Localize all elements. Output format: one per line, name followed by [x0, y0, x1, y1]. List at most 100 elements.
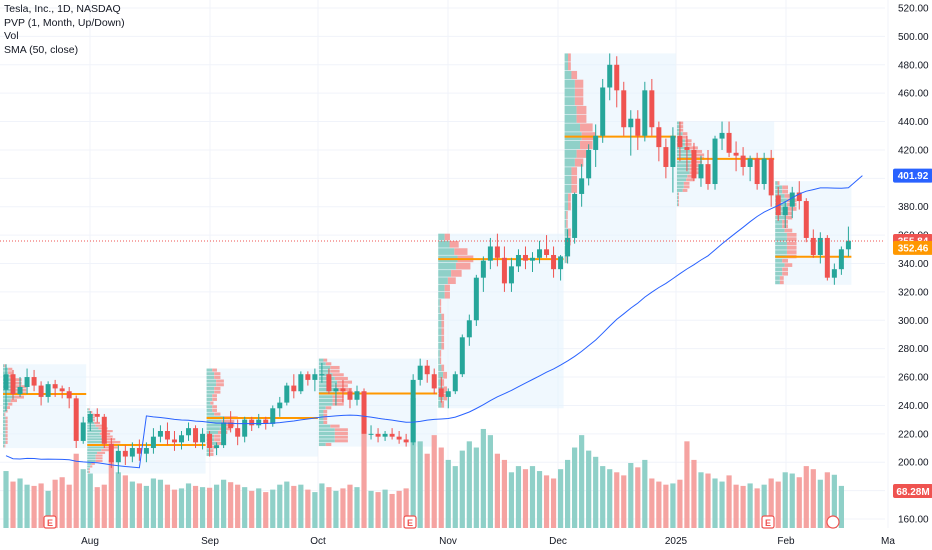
profile-bar-up [775, 189, 783, 194]
profile-bar-up [318, 406, 326, 410]
profile-bar-down [449, 240, 459, 248]
profile-bar-up [87, 446, 105, 449]
profile-bar-down [221, 423, 235, 427]
time-axis[interactable]: Aug Sep Oct Nov Dec 2025 Feb Ma [81, 536, 895, 547]
time-tick-label: Sep [201, 536, 219, 547]
profile-bar-up [206, 390, 215, 394]
profile-bar-down [454, 248, 468, 255]
profile-bar-down [443, 386, 448, 394]
volume-bar [3, 471, 9, 528]
price-tick-label: 460.00 [898, 89, 929, 100]
candle-body [122, 450, 128, 457]
profile-bar-up [775, 245, 787, 250]
volume-bar [691, 459, 697, 528]
volume-bar [115, 472, 121, 528]
price-tick-label: 520.00 [898, 4, 929, 15]
volume-bar [452, 466, 458, 528]
earnings-icon [43, 515, 57, 529]
profile-bar-down [684, 142, 692, 146]
vol-indicator-label[interactable]: Vol [4, 30, 19, 42]
chart-legend: Tesla, Inc., 1D, NASDAQ PVP (1, Month, U… [4, 3, 125, 57]
profile-bar-down [441, 342, 445, 350]
candle-body [551, 254, 557, 270]
candle-body [94, 413, 100, 417]
candle-body [789, 192, 795, 207]
profile-bar-down [441, 320, 445, 328]
price-tick-label: 160.00 [898, 515, 929, 526]
profile-bar-down [574, 88, 584, 97]
symbol-title[interactable]: Tesla, Inc., 1D, NASDAQ [4, 3, 121, 15]
price-tick-label: 300.00 [898, 316, 929, 327]
profile-bar-up [775, 241, 787, 246]
volume-bar [817, 479, 823, 528]
volume-bar [698, 472, 704, 528]
volume-bar [621, 475, 627, 528]
profile-bar-down [210, 449, 214, 453]
candlesticks [3, 53, 851, 474]
profile-bar-down [5, 409, 8, 413]
candle-body [614, 64, 620, 91]
volume-bar [396, 490, 402, 528]
sma-indicator-label[interactable]: SMA (50, close) [4, 43, 79, 56]
profile-bar-up [87, 462, 92, 465]
volume-bar [642, 459, 648, 528]
price-tick-label: 480.00 [898, 60, 929, 71]
profile-bar-down [97, 451, 106, 454]
volume-bar [263, 492, 269, 528]
candle-body [515, 254, 521, 267]
profile-bar-up [87, 449, 102, 452]
volume-bar [733, 484, 739, 528]
profile-bar-down [330, 424, 340, 428]
volume-bar [543, 475, 550, 528]
candle-body [452, 374, 458, 392]
profile-bar-down [568, 53, 571, 62]
candle-body [628, 118, 634, 128]
profile-bar-up [87, 465, 91, 468]
time-tick-label: Nov [439, 536, 457, 547]
profile-bar-down [10, 399, 17, 403]
candle-body [684, 147, 690, 150]
volume-bar [768, 478, 774, 528]
volume-bar [649, 478, 655, 528]
price-axis[interactable]: 160.00180.00200.00220.00240.00260.00280.… [898, 4, 929, 526]
volume-bar [108, 459, 114, 528]
profile-bar-up [438, 335, 442, 343]
profile-bar-up [206, 386, 215, 390]
pvp-indicator-label[interactable]: PVP (1, Month, Up/Down) [4, 16, 125, 29]
candle-body [207, 433, 213, 449]
profile-bar-down [325, 406, 332, 410]
profile-bar-up [564, 70, 572, 80]
profile-bar-up [564, 184, 572, 193]
profile-bar-up [564, 97, 575, 106]
profile-bar-up [775, 224, 783, 229]
candle-body [368, 433, 374, 435]
volume-bar [389, 493, 395, 528]
volume-bar [87, 473, 93, 528]
volume-bar [740, 485, 746, 528]
profile-bar-down [786, 237, 797, 242]
profile-bar-down [784, 263, 793, 267]
volume-bar [192, 485, 199, 528]
profile-bar-up [318, 428, 335, 432]
profile-bar-up [564, 53, 569, 62]
profile-bar-down [439, 299, 442, 306]
volume-bar [340, 488, 346, 528]
profile-bar-up [206, 394, 213, 398]
candle-body [487, 246, 493, 261]
candle-body [670, 135, 676, 167]
candle-body [747, 158, 753, 167]
volume-bar [550, 478, 557, 528]
volume-bar [101, 484, 107, 528]
profile-bar-down [447, 277, 456, 285]
profile-bar-up [676, 153, 692, 157]
profile-bar-down [678, 196, 680, 200]
candle-body [200, 433, 206, 443]
volume-bar [249, 490, 255, 528]
volume-bar [614, 472, 620, 528]
sma-line [5, 175, 863, 469]
profile-bar-up [318, 369, 331, 373]
candle-body [59, 388, 65, 392]
profile-bar-down [576, 105, 587, 115]
candle-body [817, 237, 823, 255]
